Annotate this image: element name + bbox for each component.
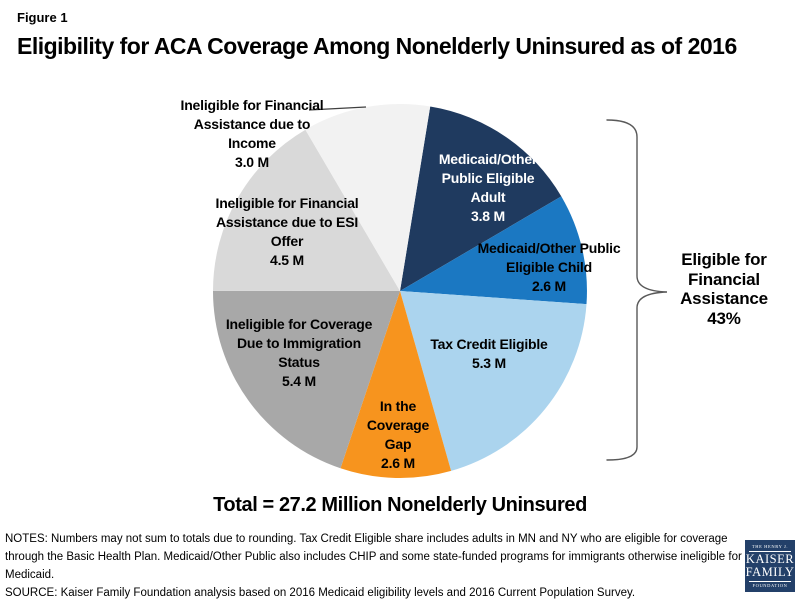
annotation-percent: 43% <box>707 308 741 328</box>
logo-line-henry-j: THE HENRY J. <box>751 544 789 549</box>
slice-label-esi-offer: Ineligible for Financial Assistance due t… <box>215 195 359 268</box>
pie-slices <box>212 104 587 479</box>
kaiser-family-foundation-logo: THE HENRY J. KAISER FAMILY FOUNDATION <box>745 540 795 592</box>
bracket-eligible-group <box>606 119 668 461</box>
pie-slice-medicaid-child <box>400 196 587 305</box>
logo-rule-top <box>749 551 791 552</box>
pie-slice-esi-offer <box>213 129 400 291</box>
slice-label-immigration-status: Ineligible for Coverage Due to Immigratio… <box>225 316 373 389</box>
logo-line-family: FAMILY <box>745 565 795 579</box>
slice-label-medicaid-child: Medicaid/Other Public Eligible Child 2.6 M <box>477 240 621 294</box>
total-label: Total = 27.2 Million Nonelderly Uninsure… <box>213 494 587 516</box>
slice-label-coverage-gap: In the Coverage Gap 2.6 M <box>366 398 430 471</box>
logo-line-kaiser: KAISER <box>745 552 795 566</box>
pie-slice-immigration-status <box>212 290 400 469</box>
notes-text: NOTES: Numbers may not sum to totals due… <box>5 533 742 581</box>
footnotes: NOTES: Numbers may not sum to totals due… <box>5 530 742 600</box>
pie-slice-medicaid-adult <box>400 106 562 291</box>
annotation-eligible-financial-assistance: Eligible for Financial Assistance 43% <box>680 250 768 328</box>
pie-slice-coverage-gap <box>340 291 452 479</box>
chart-title: Eligibility for ACA Coverage Among Nonel… <box>17 33 737 59</box>
pie-slice-tax-credit-eligible <box>400 291 587 471</box>
slice-label-tax-credit-eligible: Tax Credit Eligible 5.3 M <box>430 336 548 371</box>
leader-line-income <box>308 106 367 111</box>
source-text: SOURCE: Kaiser Family Foundation analysi… <box>5 587 636 599</box>
logo-rule-bottom <box>749 581 791 582</box>
logo-line-foundation: FOUNDATION <box>752 583 788 588</box>
slice-label-medicaid-adult: Medicaid/Other Public Eligible Adult 3.8 M <box>438 151 538 224</box>
pie-slice-income <box>305 104 431 291</box>
figure-label: Figure 1 <box>17 10 68 25</box>
slice-label-income: Ineligible for Financial Assistance due t… <box>180 97 324 170</box>
